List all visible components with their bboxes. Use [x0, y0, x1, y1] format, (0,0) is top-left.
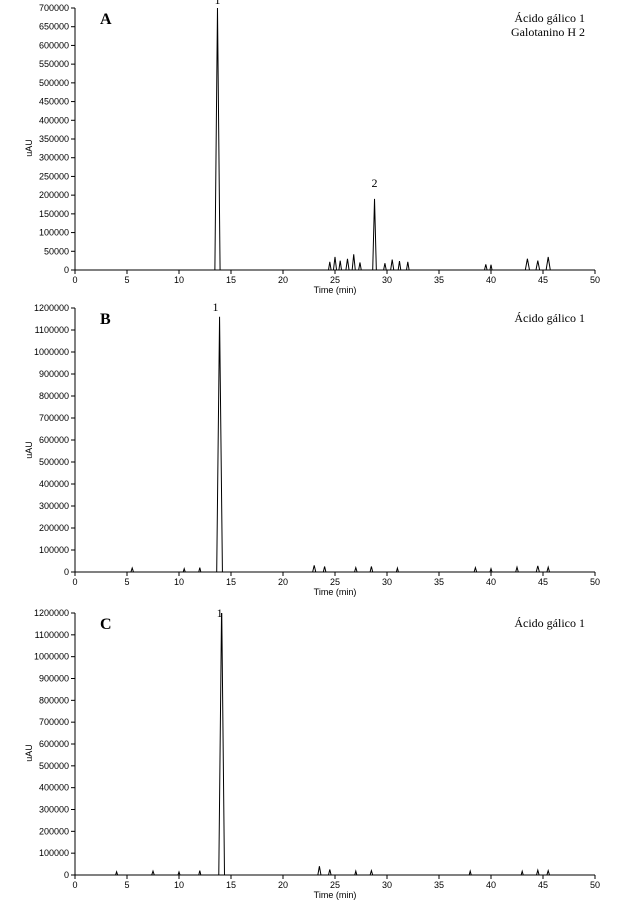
- svg-text:35: 35: [434, 577, 444, 587]
- svg-text:1: 1: [213, 300, 219, 314]
- svg-text:Time (min): Time (min): [314, 890, 357, 900]
- svg-text:400000: 400000: [39, 479, 69, 489]
- svg-text:800000: 800000: [39, 695, 69, 705]
- chromatogram-panel-A: uAU 0 50000 100000 150000 200000 250000 300000…: [20, 0, 610, 295]
- svg-text:20: 20: [278, 880, 288, 890]
- svg-text:200000: 200000: [39, 523, 69, 533]
- svg-text:0: 0: [64, 265, 69, 275]
- svg-text:250000: 250000: [39, 171, 69, 181]
- svg-text:400000: 400000: [39, 115, 69, 125]
- svg-text:150000: 150000: [39, 209, 69, 219]
- svg-text:5: 5: [124, 880, 129, 890]
- svg-text:1: 1: [217, 606, 223, 620]
- svg-text:B: B: [100, 311, 111, 328]
- y-axis-label: uAU: [24, 744, 34, 762]
- svg-text:25: 25: [330, 577, 340, 587]
- svg-text:1000000: 1000000: [34, 652, 69, 662]
- svg-text:500000: 500000: [39, 457, 69, 467]
- svg-text:550000: 550000: [39, 59, 69, 69]
- svg-text:50: 50: [590, 880, 600, 890]
- svg-text:700000: 700000: [39, 717, 69, 727]
- svg-text:1200000: 1200000: [34, 303, 69, 313]
- svg-text:20: 20: [278, 275, 288, 285]
- svg-text:40: 40: [486, 880, 496, 890]
- svg-text:600000: 600000: [39, 435, 69, 445]
- svg-text:30: 30: [382, 880, 392, 890]
- svg-text:0: 0: [64, 870, 69, 880]
- svg-text:500000: 500000: [39, 78, 69, 88]
- svg-text:200000: 200000: [39, 190, 69, 200]
- svg-text:40: 40: [486, 275, 496, 285]
- svg-text:50: 50: [590, 275, 600, 285]
- svg-text:600000: 600000: [39, 40, 69, 50]
- y-axis-label: uAU: [24, 441, 34, 459]
- svg-text:Galotanino H 2: Galotanino H 2: [511, 25, 585, 39]
- chromatogram-panel-C: uAU 0 100000 200000 300000 400000 500000 60000…: [20, 605, 610, 901]
- svg-text:30: 30: [382, 577, 392, 587]
- svg-text:Time (min): Time (min): [314, 285, 357, 295]
- svg-text:1: 1: [214, 0, 220, 7]
- svg-text:1200000: 1200000: [34, 608, 69, 618]
- svg-text:1000000: 1000000: [34, 347, 69, 357]
- svg-text:5: 5: [124, 577, 129, 587]
- svg-text:1100000: 1100000: [35, 630, 69, 640]
- svg-text:A: A: [100, 11, 112, 28]
- svg-text:45: 45: [538, 577, 548, 587]
- svg-text:100000: 100000: [39, 228, 69, 238]
- svg-text:700000: 700000: [39, 3, 69, 13]
- svg-text:650000: 650000: [39, 22, 69, 32]
- svg-text:45: 45: [538, 275, 548, 285]
- svg-text:2: 2: [372, 176, 378, 190]
- svg-text:10: 10: [174, 880, 184, 890]
- svg-text:0: 0: [64, 567, 69, 577]
- svg-text:25: 25: [330, 880, 340, 890]
- svg-text:Ácido gálico 1: Ácido gálico 1: [514, 11, 585, 25]
- svg-text:15: 15: [226, 577, 236, 587]
- svg-text:300000: 300000: [39, 501, 69, 511]
- svg-text:600000: 600000: [39, 739, 69, 749]
- svg-text:20: 20: [278, 577, 288, 587]
- svg-text:15: 15: [226, 275, 236, 285]
- svg-text:400000: 400000: [39, 783, 69, 793]
- svg-text:40: 40: [486, 577, 496, 587]
- svg-text:300000: 300000: [39, 153, 69, 163]
- chromatogram-panel-B: uAU 0 100000 200000 300000 400000 500000 60000…: [20, 300, 610, 600]
- svg-text:C: C: [100, 616, 112, 633]
- svg-text:35: 35: [434, 275, 444, 285]
- svg-text:900000: 900000: [39, 674, 69, 684]
- svg-text:700000: 700000: [39, 413, 69, 423]
- svg-text:0: 0: [72, 880, 77, 890]
- svg-text:100000: 100000: [39, 848, 69, 858]
- svg-text:0: 0: [72, 275, 77, 285]
- svg-text:450000: 450000: [39, 97, 69, 107]
- svg-text:300000: 300000: [39, 805, 69, 815]
- svg-text:500000: 500000: [39, 761, 69, 771]
- svg-text:25: 25: [330, 275, 340, 285]
- svg-text:350000: 350000: [39, 134, 69, 144]
- svg-text:45: 45: [538, 880, 548, 890]
- svg-text:30: 30: [382, 275, 392, 285]
- y-axis-label: uAU: [24, 139, 34, 157]
- svg-text:Ácido gálico 1: Ácido gálico 1: [514, 311, 585, 325]
- svg-text:Ácido gálico 1: Ácido gálico 1: [514, 616, 585, 630]
- svg-text:100000: 100000: [39, 545, 69, 555]
- svg-text:1100000: 1100000: [35, 325, 69, 335]
- svg-text:0: 0: [72, 577, 77, 587]
- svg-text:200000: 200000: [39, 826, 69, 836]
- svg-text:35: 35: [434, 880, 444, 890]
- svg-text:800000: 800000: [39, 391, 69, 401]
- svg-text:5: 5: [124, 275, 129, 285]
- svg-text:Time (min): Time (min): [314, 587, 357, 597]
- svg-text:10: 10: [174, 275, 184, 285]
- svg-text:50000: 50000: [44, 246, 69, 256]
- svg-text:15: 15: [226, 880, 236, 890]
- svg-text:50: 50: [590, 577, 600, 587]
- svg-text:10: 10: [174, 577, 184, 587]
- svg-text:900000: 900000: [39, 369, 69, 379]
